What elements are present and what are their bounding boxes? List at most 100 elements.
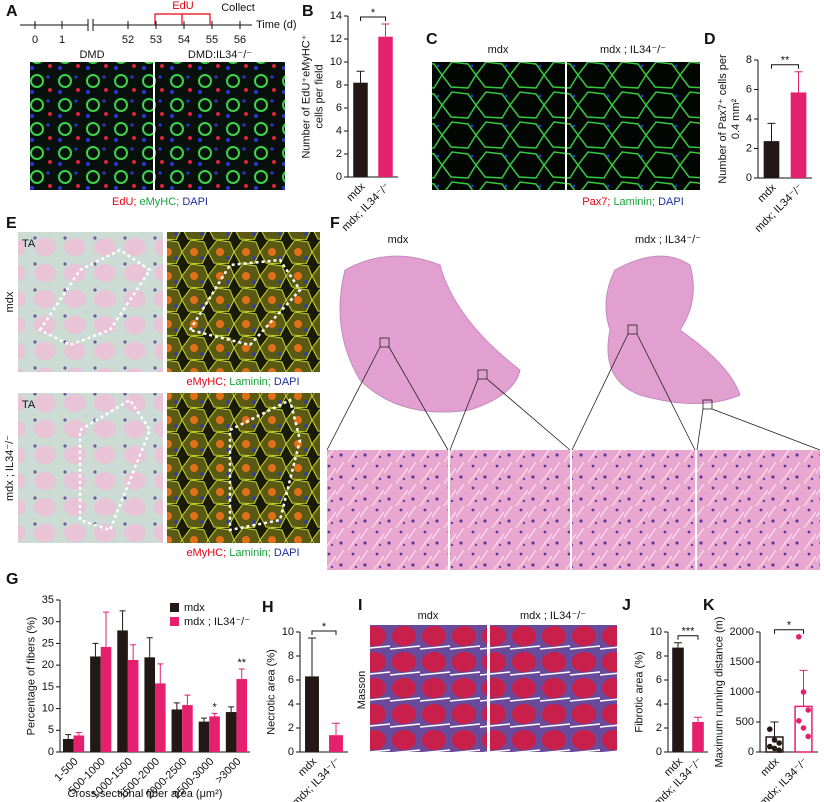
data-point — [766, 726, 773, 732]
bar — [62, 738, 74, 752]
data-point — [795, 634, 802, 640]
y-axis-label: Number of Pax7⁺ cells per — [717, 54, 729, 184]
y-tick-label: 0 — [656, 746, 662, 758]
micrograph — [697, 450, 820, 570]
image-label: mdx — [488, 44, 509, 56]
y-tick-label: 0 — [746, 172, 752, 184]
image-label: mdx — [418, 610, 439, 622]
y-tick-label: 25 — [42, 637, 54, 649]
y-tick-label: 2000 — [730, 626, 754, 638]
bar — [763, 141, 780, 178]
timeline-label: 0 — [32, 34, 38, 46]
stain: Laminin; — [229, 547, 271, 559]
time-unit: Time (d) — [256, 19, 297, 31]
image-label: mdx — [388, 234, 409, 246]
error-bar — [308, 637, 316, 677]
data-point — [795, 718, 802, 724]
micrograph — [30, 62, 153, 190]
x-tick-label: >3000 — [213, 756, 243, 786]
panel-letter: F — [330, 215, 340, 232]
bar — [378, 36, 393, 178]
panel-letter: C — [426, 31, 438, 48]
panel-letter: H — [262, 599, 274, 616]
micrograph — [490, 625, 617, 752]
significance-bracket — [677, 635, 699, 640]
error-bar — [130, 644, 137, 660]
y-axis-label: Necrotic area (%) — [266, 649, 278, 735]
y-tick-label: 1500 — [730, 656, 754, 668]
image-label: mdx ; IL34⁻/⁻ — [600, 44, 666, 56]
error-bar — [770, 721, 779, 737]
error-bar — [356, 70, 365, 83]
y-tick-label: 4 — [336, 125, 342, 137]
y-axis-label: Number of EdU⁺eMyHC⁺ — [301, 34, 313, 158]
y-tick-label: 30 — [42, 616, 54, 628]
y-tick-label: 8 — [656, 650, 662, 662]
y-tick-label: 500 — [736, 716, 754, 728]
error-bar — [200, 717, 207, 722]
y-axis-label: Percentage of fibers (%) — [26, 617, 38, 736]
data-point — [766, 743, 773, 750]
bar — [127, 659, 139, 752]
collect-label: Collect — [221, 2, 255, 14]
outline — [38, 248, 302, 532]
tissue-label: TA — [22, 399, 36, 411]
row-label: mdx — [4, 291, 16, 312]
y-axis-label: Fibrotic area (%) — [634, 651, 646, 732]
error-bar — [146, 637, 153, 658]
micrograph — [155, 62, 285, 190]
y-tick-label: 2 — [656, 722, 662, 734]
stain: DAPI — [274, 547, 300, 559]
y-tick-label: 2 — [336, 148, 342, 160]
stain: eMyHC; — [186, 376, 226, 388]
bar — [353, 82, 368, 177]
data-point — [771, 745, 778, 752]
panel-letter: E — [6, 215, 17, 232]
stain: Laminin; — [613, 196, 655, 208]
error-bar — [767, 122, 776, 142]
panel-letter: B — [302, 3, 314, 20]
y-tick-label: 6 — [336, 102, 342, 114]
micrograph — [567, 62, 700, 190]
micrograph — [18, 393, 163, 543]
error-bar — [332, 722, 340, 736]
data-point — [805, 733, 812, 740]
tissue-label: TA — [22, 238, 36, 250]
panel-letter: D — [704, 31, 716, 48]
error-bar — [157, 663, 164, 684]
stain-caption: EdU; eMyHC; DAPI — [112, 196, 208, 208]
y-axis-label: 0.4 mm² — [730, 98, 742, 139]
x-axis-label: Cross-sectional fiber area (μm²) — [68, 788, 223, 800]
bar — [225, 712, 237, 752]
y-tick-label: 4 — [288, 698, 294, 710]
y-tick-label: 6 — [288, 674, 294, 686]
stain: Pax7; — [582, 196, 610, 208]
y-tick-label: 10 — [42, 702, 54, 714]
significance-bracket — [774, 629, 804, 634]
y-tick-label: 0 — [748, 746, 754, 758]
data-point — [800, 725, 807, 731]
error-bar — [799, 669, 808, 707]
significance: * — [371, 7, 376, 19]
bar — [790, 92, 807, 178]
significance: * — [322, 621, 327, 633]
y-tick-label: 5 — [48, 724, 54, 736]
y-tick-label: 15 — [42, 681, 54, 693]
error-bar — [694, 716, 702, 722]
bar — [198, 721, 210, 752]
y-tick-label: 14 — [330, 10, 342, 22]
micrograph — [572, 450, 695, 570]
panel-letter: J — [622, 597, 631, 614]
stain: EdU; — [112, 196, 136, 208]
tissue-section — [605, 255, 741, 404]
y-tick-label: 0 — [336, 171, 342, 183]
image-label: DMD — [79, 49, 104, 61]
legend-swatch — [170, 617, 179, 626]
significance-bracket — [771, 64, 799, 69]
y-tick-label: 35 — [42, 594, 54, 606]
image-label: mdx ; IL34⁻/⁻ — [635, 234, 701, 246]
micrograph — [450, 450, 570, 570]
y-tick-label: 4 — [746, 113, 752, 125]
y-tick-label: 2 — [288, 722, 294, 734]
